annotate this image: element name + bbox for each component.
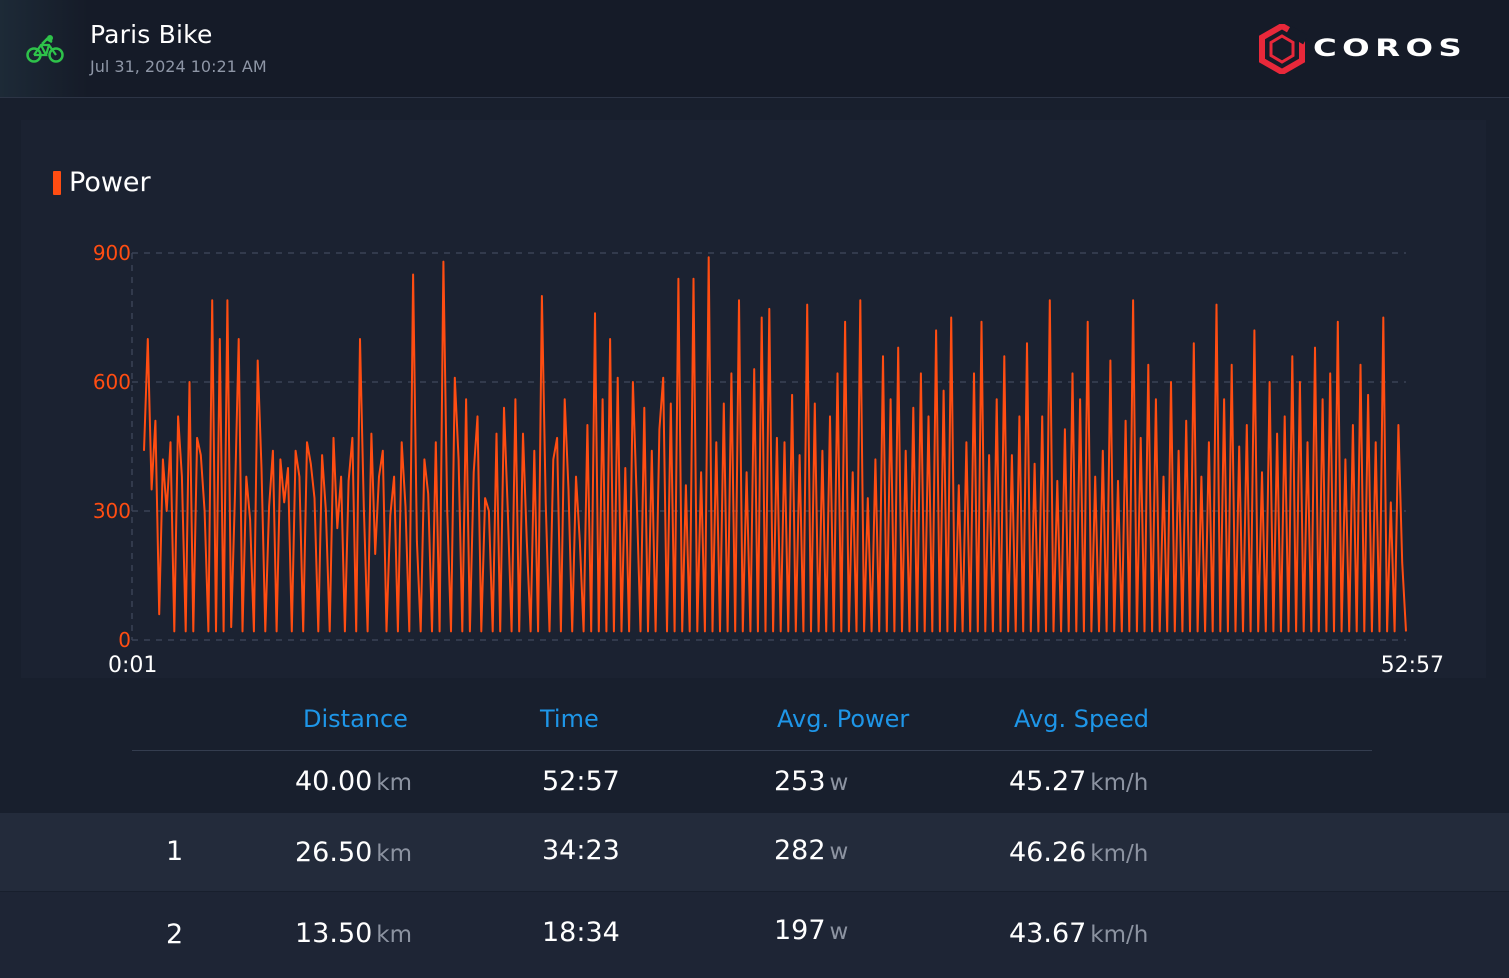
lap-speed-unit: km/h [1090,922,1149,948]
lap-power-value: 197 [774,915,826,946]
total-speed-unit: km/h [1090,770,1149,796]
lap-power-value: 282 [774,835,826,866]
lap-power-unit: w [829,839,849,865]
lap-time: 34:23 [542,835,620,866]
activity-header: Paris Bike Jul 31, 2024 10:21 AM COROS [0,0,1509,98]
bike-icon [26,35,64,63]
lap-time: 18:34 [542,917,620,948]
power-chart-panel: Power 0 300 600 900 0:01 52:57 [21,120,1486,678]
total-distance: 40.00 km [295,766,412,797]
total-speed-value: 45.27 [1009,766,1087,797]
lap-number: 2 [166,919,184,950]
coros-logo-icon [1259,24,1307,74]
y-tick-label: 0 [118,628,131,652]
y-tick-label: 300 [93,499,131,523]
lap-speed: 46.26 km/h [1009,837,1148,868]
distance-header: Distance [303,705,408,733]
lap-row[interactable]: 2 13.50 km 18:34 197 w 43.67 km/h [0,892,1509,978]
total-speed: 45.27 km/h [1009,766,1148,797]
total-power-unit: w [829,770,849,796]
lap-distance: 13.50 km [295,918,412,949]
lap-distance-unit: km [376,922,413,948]
avg-power-header: Avg. Power [777,705,910,733]
activity-datetime: Jul 31, 2024 10:21 AM [90,57,267,76]
activity-title: Paris Bike [90,20,213,49]
chart-title: Power [69,167,151,198]
lap-power: 282 w [774,835,848,866]
total-power-value: 253 [774,766,826,797]
lap-row[interactable]: 1 26.50 km 34:23 282 w 46.26 km/h [0,813,1509,891]
lap-speed-value: 46.26 [1009,837,1087,868]
lap-speed-unit: km/h [1090,841,1149,867]
avg-speed-header: Avg. Speed [1014,705,1149,733]
total-power: 253 w [774,766,848,797]
y-tick-label: 600 [93,370,131,394]
lap-power: 197 w [774,915,848,946]
lap-power-unit: w [829,919,849,945]
lap-number: 1 [166,836,184,867]
x-start-label: 0:01 [108,653,157,678]
lap-distance-value: 13.50 [295,918,373,949]
lap-distance-unit: km [376,841,413,867]
total-time: 52:57 [542,766,620,797]
summary-divider [132,750,1372,751]
time-header: Time [540,705,599,733]
power-chart[interactable]: 0 300 600 900 0:01 52:57 [21,120,1486,678]
y-tick-label: 900 [93,241,131,265]
lap-distance-value: 26.50 [295,837,373,868]
chart-title-marker [53,171,61,195]
sport-icon-container [0,0,88,97]
total-distance-value: 40.00 [295,766,373,797]
power-series-line [143,256,1407,633]
x-end-label: 52:57 [1381,653,1444,678]
total-distance-unit: km [376,770,413,796]
lap-speed-value: 43.67 [1009,918,1087,949]
brand-logo-text: COROS [1313,34,1468,62]
lap-speed: 43.67 km/h [1009,918,1148,949]
lap-distance: 26.50 km [295,837,412,868]
